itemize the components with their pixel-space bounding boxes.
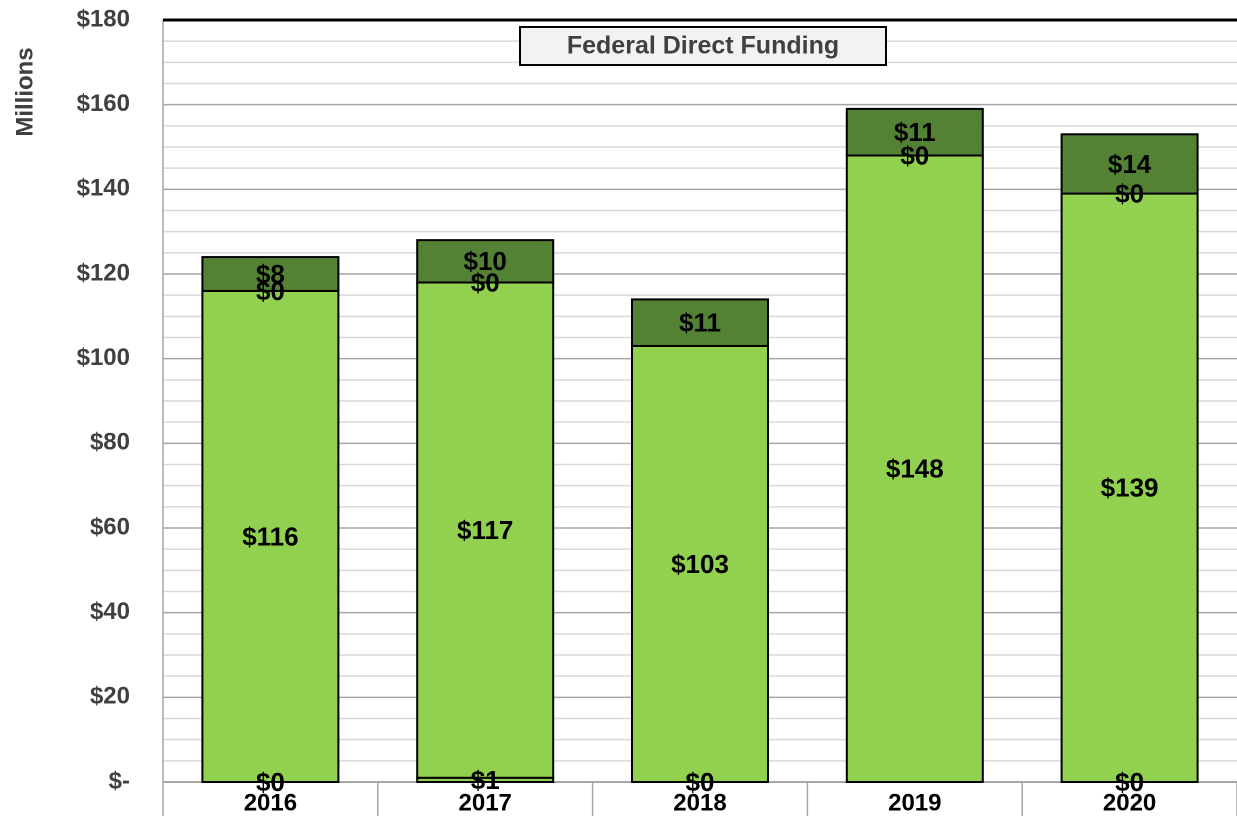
bar-segment (416, 239, 555, 284)
data-label: $11 (894, 117, 936, 147)
bar-segment (631, 298, 769, 347)
x-tick-label: 2017 (459, 789, 512, 816)
bar-segment (201, 256, 340, 292)
data-label: $0 (686, 767, 715, 797)
data-label: $0 (1115, 178, 1144, 208)
y-tick-label: $60 (90, 513, 130, 540)
x-tick-label: 2020 (1103, 789, 1156, 816)
data-label: $0 (1115, 767, 1144, 797)
y-tick-label: $- (109, 767, 130, 794)
chart-title: Federal Direct Funding (567, 32, 839, 60)
x-tick-label: 2016 (244, 789, 297, 816)
x-tick-label: 2019 (888, 789, 941, 816)
data-label: $103 (671, 549, 729, 579)
title-box: Federal Direct Funding (519, 26, 887, 66)
y-tick-label: $20 (90, 683, 130, 710)
data-label: $0 (256, 767, 285, 797)
data-label: $1 (471, 765, 500, 795)
y-tick-label: $80 (90, 429, 130, 456)
bar-segment (201, 289, 340, 783)
data-label: $10 (464, 246, 507, 276)
y-tick-label: $140 (77, 175, 130, 202)
title-frame (519, 26, 887, 66)
bar-segment (1060, 133, 1199, 195)
y-tick-label: $100 (77, 344, 130, 371)
data-label: $0 (471, 267, 500, 297)
bar-segment (845, 154, 984, 783)
x-tick-label: 2018 (673, 789, 726, 816)
data-label: $11 (679, 308, 721, 338)
data-label: $8 (256, 259, 285, 289)
data-label: $116 (242, 521, 298, 551)
data-label: $0 (900, 140, 929, 170)
y-tick-label: $180 (77, 5, 130, 32)
data-label: $117 (457, 515, 513, 545)
y-tick-label: $40 (90, 598, 130, 625)
data-label: $139 (1101, 473, 1159, 503)
data-label: $14 (1108, 149, 1152, 179)
data-label: $0 (256, 276, 285, 306)
y-axis-label: Millions (11, 47, 38, 136)
bar-segment (845, 107, 984, 157)
bar-segment (631, 344, 769, 783)
bar-segment (1060, 192, 1199, 784)
y-tick-label: $160 (77, 90, 130, 117)
y-tick-label: $120 (77, 259, 130, 286)
data-label: $148 (886, 454, 944, 484)
